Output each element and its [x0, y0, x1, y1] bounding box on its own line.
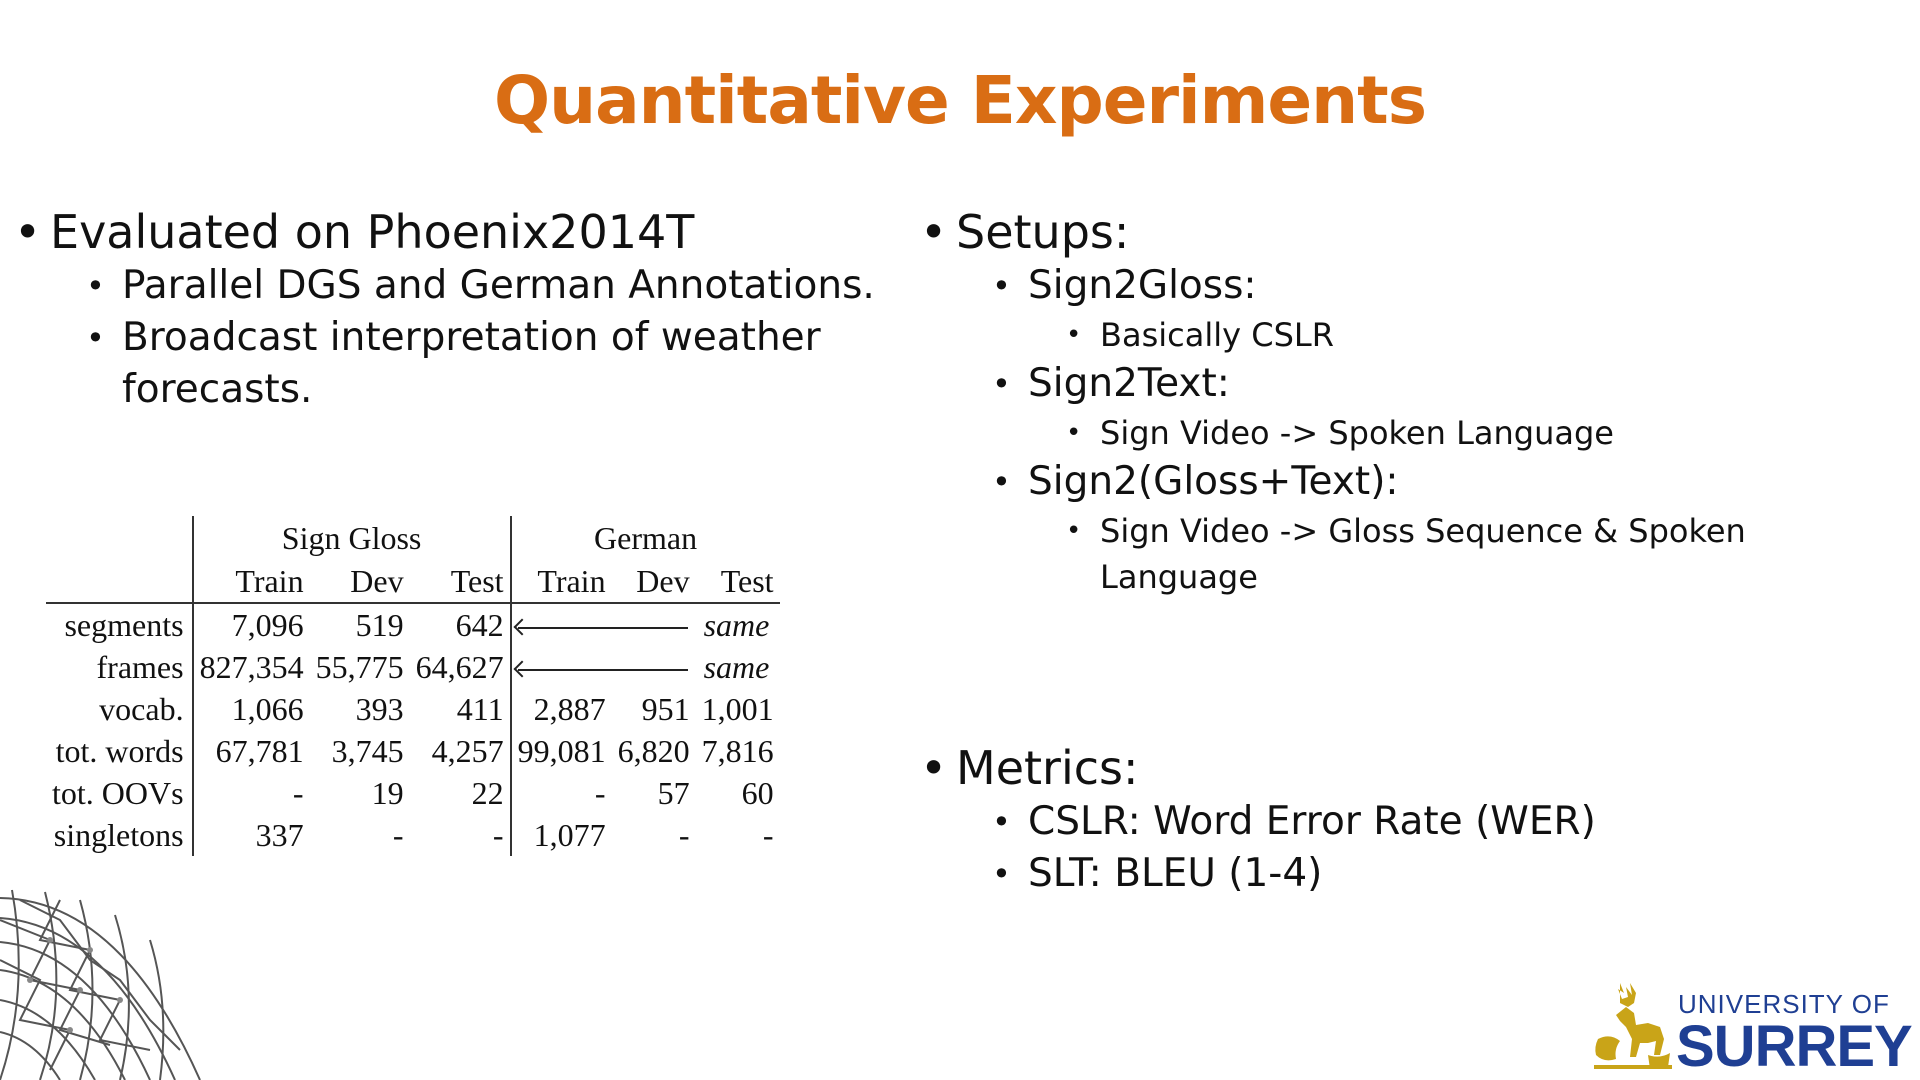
table-row: tot. OOVs - 19 22 - 57 60 — [46, 772, 780, 814]
metric-cslr: CSLR: Word Error Rate (WER) — [992, 796, 1910, 848]
col-header-gloss-test: Test — [409, 560, 512, 604]
same-label: same — [703, 606, 770, 643]
table-cell: 3,745 — [331, 732, 404, 769]
group-header-german: German — [594, 519, 698, 556]
left-arrow-icon — [517, 627, 688, 630]
bullet-broadcast: Broadcast interpretation of weather fore… — [86, 312, 842, 416]
table-cell: 2,887 — [533, 690, 606, 727]
col-header-gloss-dev: Dev — [309, 560, 410, 604]
col-header-german-dev: Dev — [611, 560, 696, 604]
table-cell: - — [594, 774, 606, 811]
left-arrow-icon — [517, 669, 688, 672]
table-cell: 393 — [355, 690, 404, 727]
row-label: tot. words — [46, 730, 194, 772]
bullet-setups: Setups: — [920, 204, 1910, 260]
row-label: tot. OOVs — [46, 772, 194, 814]
slide-title: Quantitative Experiments — [493, 62, 1427, 139]
setup-sign2text: Sign2Text: — [992, 358, 1910, 410]
table-column-header-row: Train Dev Test Train Dev Test — [46, 560, 780, 604]
table-cell: 55,775 — [315, 648, 404, 685]
group-header-sign-gloss: Sign Gloss — [192, 516, 512, 560]
table-cell: 411 — [409, 688, 512, 730]
geodesic-sphere-icon — [0, 889, 201, 1080]
logo-text-surrey: SURREY — [1676, 1014, 1913, 1079]
table-cell: - — [292, 774, 304, 811]
logo-text-university-of: UNIVERSITY OF — [1678, 989, 1890, 1019]
table-group-header-row: Sign Gloss German — [46, 516, 780, 560]
table-row: segments 7,096 519 642 same — [46, 603, 780, 646]
table-cell: 67,781 — [215, 732, 304, 769]
table-cell: 827,354 — [199, 648, 304, 685]
table-cell: 1,066 — [231, 690, 304, 727]
row-label: segments — [46, 603, 194, 646]
table-cell: 4,257 — [409, 730, 512, 772]
table-row: frames 827,354 55,775 64,627 same — [46, 646, 780, 688]
same-as-gloss-cell: same — [511, 646, 780, 688]
table-cell: - — [409, 814, 512, 856]
table-cell: 7,816 — [701, 732, 774, 769]
row-label: frames — [46, 646, 194, 688]
col-header-german-train: Train — [510, 560, 612, 604]
row-label: singletons — [46, 814, 194, 856]
table-corner-2 — [46, 560, 194, 604]
table-cell: 99,081 — [517, 732, 606, 769]
setup-sign2gloss-text-detail: Sign Video -> Gloss Sequence & Spoken La… — [1064, 508, 1910, 600]
setup-sign2gloss-detail: Basically CSLR — [1064, 312, 1910, 358]
table-cell: 1,001 — [701, 690, 774, 727]
table-cell: 19 — [371, 774, 404, 811]
table-cell: 22 — [409, 772, 512, 814]
university-logo: UNIVERSITY OF SURREY — [1590, 975, 1920, 1079]
table-cell: 60 — [741, 774, 774, 811]
table-cell: 6,820 — [617, 732, 690, 769]
col-header-german-test: Test — [695, 560, 780, 604]
table-cell: 57 — [657, 774, 690, 811]
table-row: singletons 337 - - 1,077 - - — [46, 814, 780, 856]
metrics-bullets: Metrics: CSLR: Word Error Rate (WER) SLT… — [920, 740, 1910, 900]
stag-icon — [1594, 983, 1672, 1069]
same-as-gloss-cell: same — [511, 603, 780, 646]
setups-bullets: Setups: Sign2Gloss: Basically CSLR Sign2… — [920, 204, 1910, 600]
bullet-parallel-annotations: Parallel DGS and German Annotations. — [86, 260, 894, 312]
dataset-statistics-table: Sign Gloss German Train Dev Test Train D… — [46, 516, 780, 856]
table-cell: 64,627 — [409, 646, 512, 688]
row-label: vocab. — [46, 688, 194, 730]
bullet-evaluated: Evaluated on Phoenix2014T — [14, 204, 894, 260]
same-label: same — [703, 648, 770, 685]
metric-slt: SLT: BLEU (1-4) — [992, 848, 1910, 900]
table-cell: 642 — [409, 603, 512, 646]
table-cell: 951 — [641, 690, 690, 727]
table-cell: 1,077 — [533, 816, 606, 853]
setup-sign2gloss: Sign2Gloss: — [992, 260, 1910, 312]
table-cell: 7,096 — [231, 606, 304, 643]
col-header-gloss-train: Train — [192, 560, 310, 604]
table-cell: - — [762, 816, 774, 853]
table-row: vocab. 1,066 393 411 2,887 951 1,001 — [46, 688, 780, 730]
dataset-bullets: Evaluated on Phoenix2014T Parallel DGS a… — [14, 204, 894, 416]
table-row: tot. words 67,781 3,745 4,257 99,081 6,8… — [46, 730, 780, 772]
bullet-metrics: Metrics: — [920, 740, 1910, 796]
table-cell: 519 — [355, 606, 404, 643]
setup-sign2gloss-text: Sign2(Gloss+Text): — [992, 456, 1910, 508]
table-cell: - — [392, 816, 404, 853]
table-cell: 337 — [255, 816, 304, 853]
table-corner — [46, 516, 194, 560]
setup-sign2text-detail: Sign Video -> Spoken Language — [1064, 410, 1910, 456]
table-cell: - — [678, 816, 690, 853]
